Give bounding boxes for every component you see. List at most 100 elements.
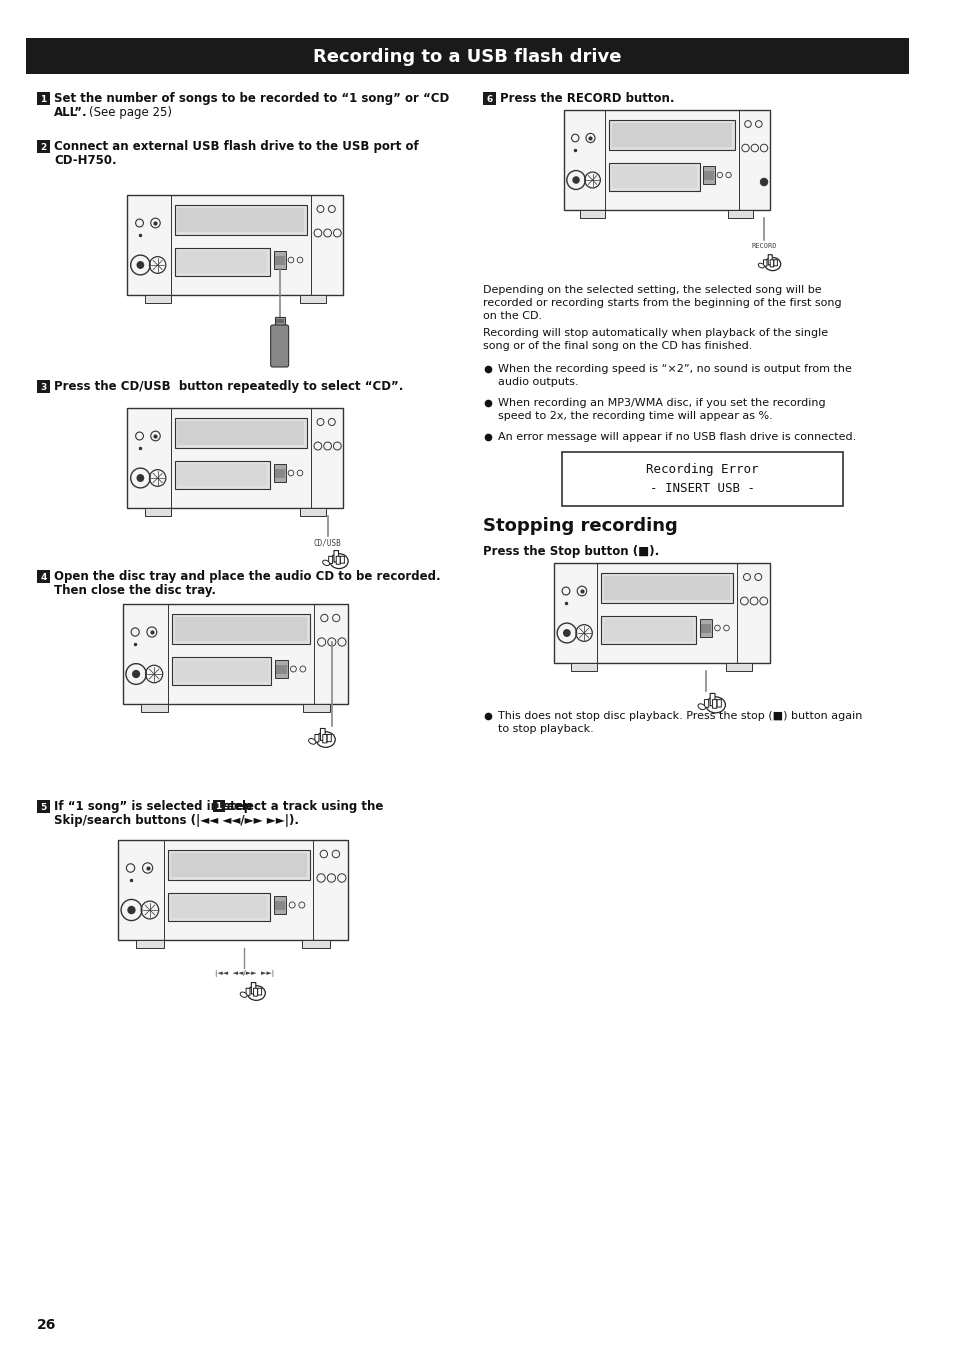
Text: to stop playback.: to stop playback.	[497, 724, 593, 734]
Text: Depending on the selected setting, the selected song will be: Depending on the selected setting, the s…	[483, 285, 821, 296]
Ellipse shape	[247, 986, 265, 1000]
Text: audio outputs.: audio outputs.	[497, 377, 578, 387]
Bar	[571, 663, 597, 671]
Bar	[174, 617, 307, 641]
Bar	[275, 660, 288, 678]
FancyBboxPatch shape	[246, 988, 250, 995]
Bar	[274, 900, 285, 910]
Ellipse shape	[308, 738, 315, 744]
Bar	[37, 801, 50, 813]
Bar	[299, 508, 326, 516]
Bar	[274, 255, 284, 265]
Bar	[554, 563, 769, 663]
Text: This does not stop disc playback. Press the stop (■) button again: This does not stop disc playback. Press …	[497, 711, 862, 721]
Bar	[702, 166, 714, 184]
Circle shape	[572, 177, 579, 184]
Bar	[172, 657, 272, 684]
Text: Open the disc tray and place the audio CD to be recorded.: Open the disc tray and place the audio C…	[54, 570, 440, 583]
Bar	[168, 850, 309, 880]
Text: 1: 1	[215, 802, 221, 811]
Ellipse shape	[764, 258, 780, 270]
Bar	[275, 319, 283, 323]
Bar	[579, 211, 604, 217]
Text: Press the RECORD button.: Press the RECORD button.	[499, 92, 674, 105]
Text: 4: 4	[40, 572, 47, 582]
Bar	[174, 205, 307, 235]
Bar	[600, 616, 696, 644]
Text: 26: 26	[37, 1318, 56, 1332]
FancyBboxPatch shape	[322, 734, 327, 743]
Text: recorded or recording starts from the beginning of the first song: recorded or recording starts from the be…	[483, 298, 841, 308]
Bar	[37, 570, 50, 583]
Bar	[274, 468, 284, 478]
Bar	[27, 38, 908, 74]
FancyBboxPatch shape	[709, 694, 714, 706]
Bar	[274, 464, 285, 482]
Text: 3: 3	[40, 382, 47, 391]
Bar	[174, 460, 270, 489]
Bar	[274, 251, 285, 269]
Text: Then close the disc tray.: Then close the disc tray.	[54, 585, 215, 597]
Text: speed to 2x, the recording time will appear as %.: speed to 2x, the recording time will app…	[497, 410, 772, 421]
Bar	[299, 296, 326, 302]
Ellipse shape	[758, 263, 763, 267]
Bar	[611, 166, 696, 188]
Bar	[174, 660, 268, 682]
Text: Stopping recording: Stopping recording	[483, 517, 678, 535]
Bar	[611, 123, 731, 147]
Bar	[703, 170, 713, 180]
FancyBboxPatch shape	[320, 729, 325, 741]
Ellipse shape	[698, 703, 704, 710]
Text: Skip/search buttons (|◄◄ ◄◄/►► ►►|).: Skip/search buttons (|◄◄ ◄◄/►► ►►|).	[54, 814, 298, 828]
FancyBboxPatch shape	[769, 259, 773, 267]
Bar	[213, 801, 224, 811]
Text: CD/USB: CD/USB	[314, 539, 341, 548]
Bar	[276, 664, 287, 674]
FancyBboxPatch shape	[334, 551, 338, 562]
Text: When the recording speed is “×2”, no sound is output from the: When the recording speed is “×2”, no sou…	[497, 364, 851, 374]
Bar	[177, 464, 267, 486]
Text: When recording an MP3/WMA disc, if you set the recording: When recording an MP3/WMA disc, if you s…	[497, 398, 824, 408]
Text: Recording will stop automatically when playback of the single: Recording will stop automatically when p…	[483, 328, 827, 338]
Ellipse shape	[240, 992, 247, 998]
Bar	[145, 296, 171, 302]
Text: (See page 25): (See page 25)	[90, 107, 172, 119]
FancyBboxPatch shape	[561, 452, 841, 506]
FancyBboxPatch shape	[712, 699, 716, 709]
Bar	[274, 317, 284, 325]
Ellipse shape	[330, 554, 348, 568]
Text: select a track using the: select a track using the	[227, 801, 383, 813]
Bar	[302, 940, 329, 948]
Text: song or of the final song on the CD has finished.: song or of the final song on the CD has …	[483, 342, 752, 351]
FancyBboxPatch shape	[717, 699, 720, 707]
Text: 2: 2	[40, 143, 47, 151]
Text: If “1 song” is selected in step: If “1 song” is selected in step	[54, 801, 252, 813]
Bar	[728, 211, 752, 217]
Text: 5: 5	[40, 802, 47, 811]
Bar	[37, 92, 50, 105]
Bar	[725, 663, 752, 671]
Bar	[122, 603, 348, 703]
Bar	[483, 92, 496, 105]
FancyBboxPatch shape	[251, 983, 255, 994]
Text: - INSERT USB -: - INSERT USB -	[649, 482, 754, 495]
Bar	[303, 703, 330, 711]
Bar	[145, 508, 171, 516]
Bar	[274, 896, 286, 914]
Bar	[603, 576, 730, 599]
Circle shape	[127, 906, 135, 914]
Ellipse shape	[705, 697, 724, 713]
Text: Recording to a USB flash drive: Recording to a USB flash drive	[313, 49, 621, 66]
FancyBboxPatch shape	[253, 988, 257, 996]
Bar	[563, 109, 769, 211]
Bar	[174, 248, 270, 275]
Bar	[168, 892, 270, 921]
Bar	[128, 408, 343, 508]
Bar	[117, 840, 348, 940]
FancyBboxPatch shape	[314, 734, 318, 743]
Bar	[700, 624, 710, 633]
FancyBboxPatch shape	[257, 988, 261, 995]
Bar	[128, 194, 343, 296]
Bar	[174, 418, 307, 448]
Ellipse shape	[322, 560, 329, 566]
